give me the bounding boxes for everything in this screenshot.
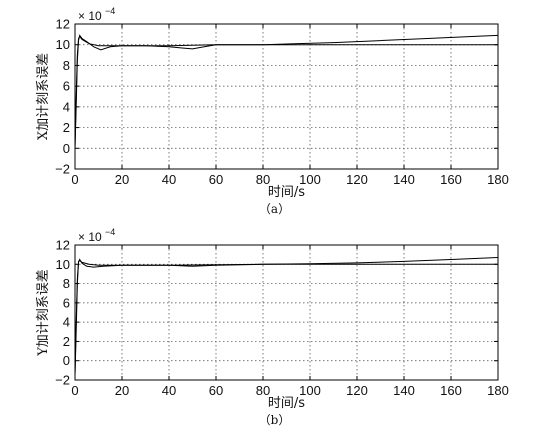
x-tick-label: 120 — [346, 383, 368, 398]
plot-frame — [74, 244, 499, 381]
x-tick-label: 100 — [299, 383, 321, 398]
y-tick-label: −2 — [55, 373, 70, 388]
plot-frame — [74, 23, 499, 170]
y-tick-label: 0 — [63, 353, 70, 368]
series-group — [74, 34, 499, 149]
y-tick-label: 6 — [63, 79, 70, 94]
series-line-2 — [74, 34, 499, 149]
scale-exponent: −4 — [105, 6, 115, 16]
y-tick-label: 0 — [63, 141, 70, 156]
y-tick-label: 4 — [63, 315, 70, 330]
y-axis-label: X加计刻系误差 — [36, 53, 51, 140]
panel-caption: （a） — [259, 202, 290, 216]
scale-multiplier: × 10 — [78, 230, 102, 244]
y-tick-label: 6 — [63, 295, 70, 310]
x-tick-label: 80 — [256, 383, 270, 398]
x-ticks: 0 20 40 60 80 100 120 140 160 180 — [71, 245, 509, 398]
x-tick-label: 20 — [115, 383, 129, 398]
y-tick-label: 10 — [56, 257, 70, 272]
x-tick-label: 0 — [71, 172, 78, 187]
x-axis-label: 时间/s — [268, 396, 305, 411]
x-ticks: 0 20 40 60 80 100 120 140 160 180 — [71, 24, 509, 187]
y-tick-label: 10 — [56, 37, 70, 52]
y-tick-label: 2 — [63, 334, 70, 349]
series-line-1 — [74, 258, 498, 376]
y-ticks: −2 0 2 4 6 8 10 12 — [55, 17, 498, 177]
y-tick-label: 12 — [56, 17, 70, 32]
x-tick-label: 160 — [440, 383, 462, 398]
series-line-2 — [74, 257, 499, 376]
x-tick-label: 60 — [209, 383, 223, 398]
x-tick-label: 100 — [299, 172, 321, 187]
x-tick-label: 140 — [393, 383, 415, 398]
x-axis-label: 时间/s — [268, 185, 305, 200]
x-tick-label: 20 — [115, 172, 129, 187]
y-axis-label: Y加计刻系误差 — [36, 269, 51, 357]
x-tick-label: 80 — [256, 172, 270, 187]
x-tick-label: 180 — [487, 172, 509, 187]
x-tick-label: 40 — [162, 172, 176, 187]
y-tick-label: 8 — [63, 276, 70, 291]
y-ticks: −2 0 2 4 6 8 10 12 — [55, 238, 498, 388]
x-tick-label: 0 — [71, 383, 78, 398]
x-tick-label: 160 — [440, 172, 462, 187]
scale-multiplier: × 10 — [78, 9, 102, 23]
y-tick-label: 4 — [63, 99, 70, 114]
series-line-1 — [74, 34, 498, 149]
y-tick-label: −2 — [55, 162, 70, 177]
y-tick-label: 12 — [56, 238, 70, 253]
panel-caption: （b） — [259, 413, 291, 427]
x-tick-label: 40 — [162, 383, 176, 398]
y-tick-label: 8 — [63, 58, 70, 73]
x-tick-label: 120 — [346, 172, 368, 187]
x-tick-label: 140 — [393, 172, 415, 187]
series-group — [74, 257, 499, 376]
x-tick-label: 60 — [209, 172, 223, 187]
scale-exponent: −4 — [105, 227, 115, 237]
y-tick-label: 2 — [63, 120, 70, 135]
x-tick-label: 180 — [487, 383, 509, 398]
